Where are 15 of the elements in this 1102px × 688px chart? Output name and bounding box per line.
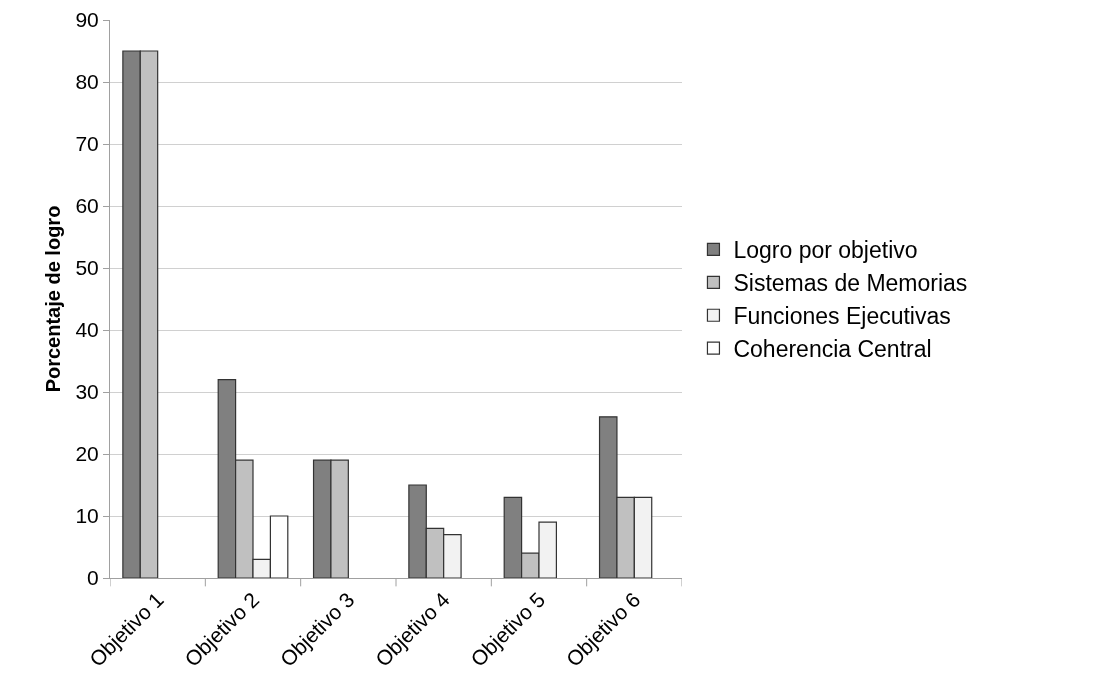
y-tick-label: 40 bbox=[75, 318, 99, 342]
y-tick-label: 60 bbox=[75, 194, 99, 218]
y-tick-label: 0 bbox=[87, 566, 99, 590]
y-axis-title: Porcentaje de logro bbox=[42, 205, 64, 393]
y-tick-label: 90 bbox=[75, 8, 99, 32]
y-tick-label: 50 bbox=[75, 256, 99, 280]
legend-label: Coherencia Central bbox=[733, 336, 932, 363]
legend-label: Sistemas de Memorias bbox=[733, 270, 968, 297]
y-tick-label: 20 bbox=[75, 442, 99, 466]
legend-label: Logro por objetivo bbox=[733, 237, 918, 264]
legend-label: Funciones Ejecutivas bbox=[733, 303, 951, 330]
y-tick-label: 70 bbox=[75, 132, 99, 156]
y-tick-label: 30 bbox=[75, 380, 99, 404]
y-tick-label: 80 bbox=[75, 70, 99, 94]
y-tick-label: 10 bbox=[75, 504, 99, 528]
